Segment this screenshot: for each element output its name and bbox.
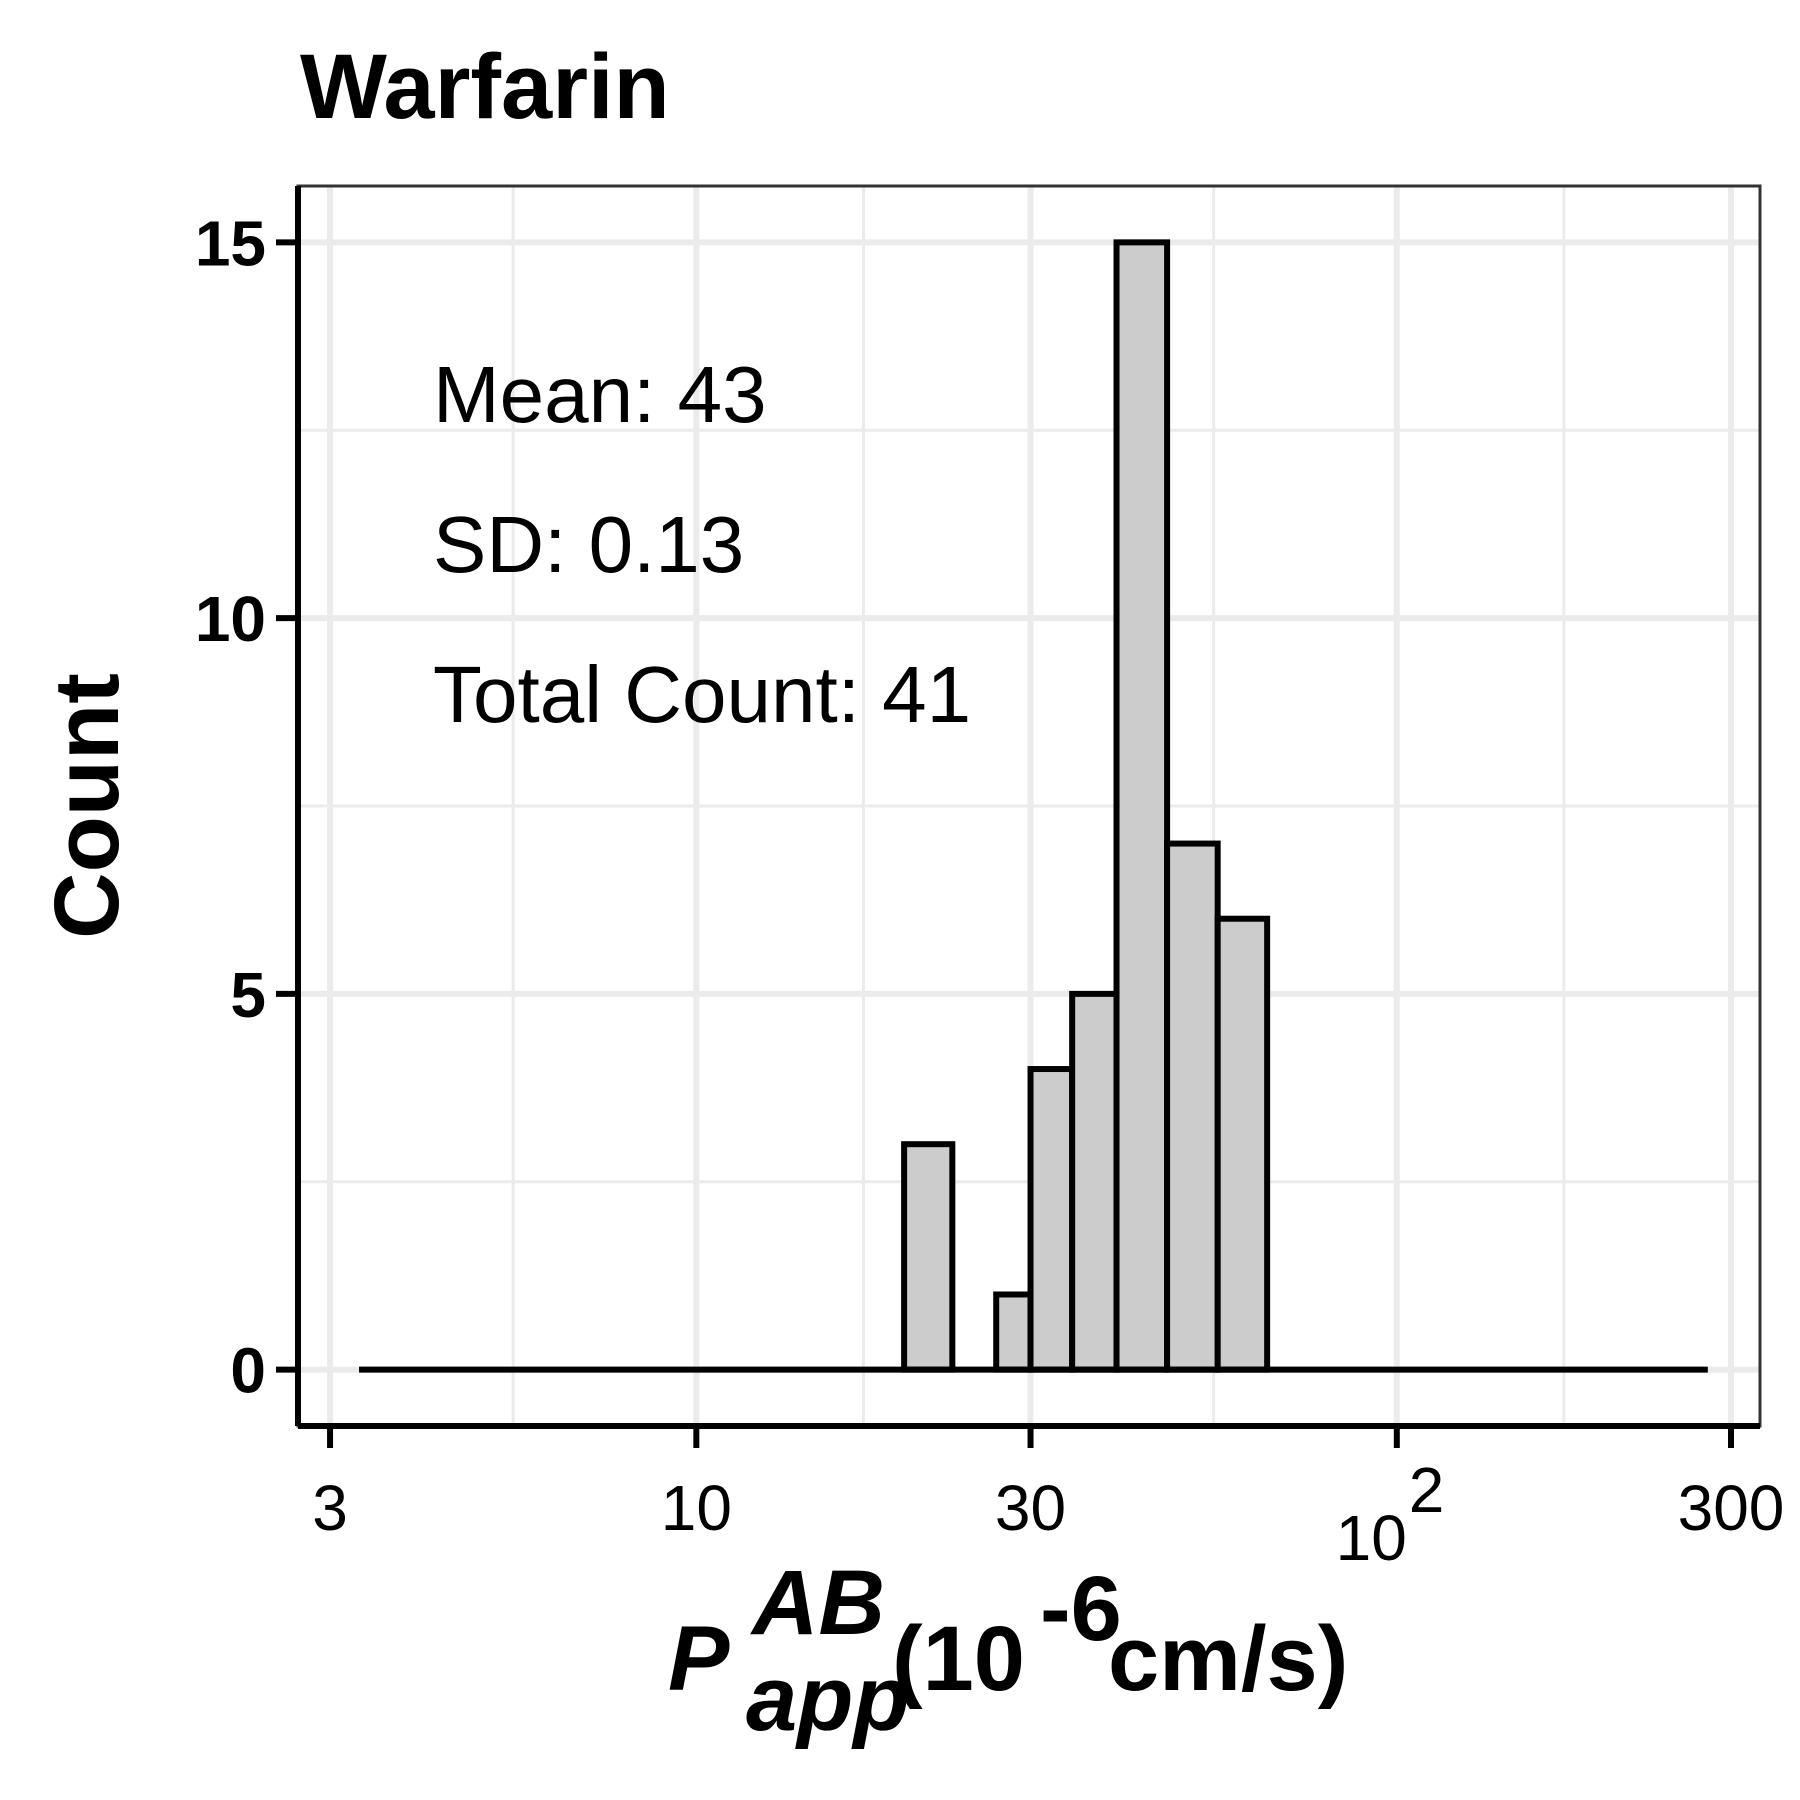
x-axis-ticks: 3 10 30 102 300 [312, 1426, 1784, 1574]
y-tick-label: 15 [195, 207, 266, 279]
annotation-total-count: Total Count: 41 [433, 650, 971, 739]
histogram-bar [901, 1141, 956, 1373]
histogram-bar [1027, 1066, 1076, 1373]
x-tick-label: 102 [1336, 1454, 1445, 1574]
x-label-superscript: AB [750, 1552, 885, 1654]
x-label-symbol: P [668, 1608, 730, 1710]
y-tick-label: 0 [230, 1335, 266, 1407]
x-axis-label: P AB app (10 -6 cm/s) [668, 1552, 1348, 1750]
histogram-bar [1164, 840, 1221, 1373]
x-tick-label-exponent: 2 [1409, 1454, 1445, 1526]
x-label-unit-prefix: (10 [892, 1608, 1025, 1710]
x-label-unit-exponent: -6 [1040, 1558, 1122, 1660]
histogram-bar [1069, 990, 1120, 1373]
plot-panel [296, 184, 1762, 1428]
x-tick-label-base: 10 [1336, 1502, 1407, 1574]
x-tick-label: 10 [661, 1472, 732, 1544]
histogram-bar [1113, 239, 1171, 1373]
histogram-bar [1214, 915, 1271, 1373]
histogram-bar [993, 1291, 1034, 1373]
x-label-subscript: app [746, 1648, 910, 1750]
x-tick-label: 30 [995, 1472, 1066, 1544]
x-label-unit-suffix: cm/s) [1108, 1608, 1348, 1710]
chart-title: Warfarin [300, 36, 670, 138]
annotation-mean: Mean: 43 [433, 350, 767, 439]
x-tick-label: 300 [1678, 1472, 1785, 1544]
y-axis-label: Count [36, 673, 138, 939]
y-tick-label: 10 [195, 583, 266, 655]
y-tick-label: 5 [230, 959, 266, 1031]
y-axis-ticks: 0 5 10 15 [195, 207, 298, 1407]
histogram-bars [901, 239, 1271, 1373]
x-tick-label: 3 [312, 1472, 348, 1544]
annotation-sd: SD: 0.13 [433, 500, 744, 589]
